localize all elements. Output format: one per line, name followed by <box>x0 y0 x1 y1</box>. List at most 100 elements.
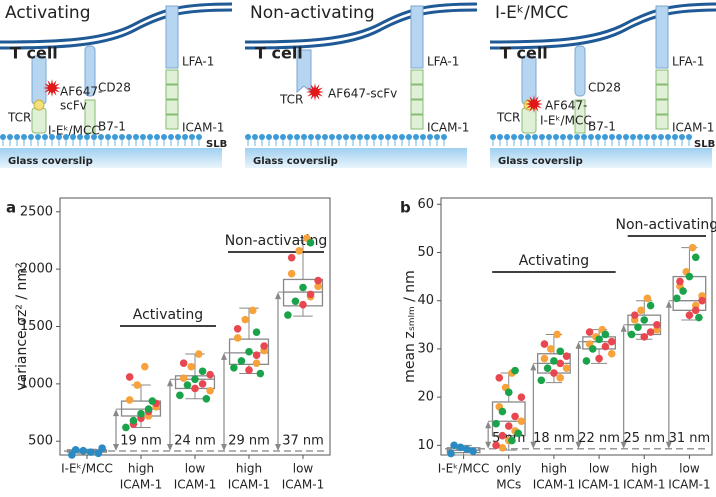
bracket-label: Activating <box>133 307 203 323</box>
y-axis-label: variance σz² / nm² <box>14 262 30 390</box>
lipid-head <box>252 134 258 140</box>
x-tick-label: high <box>541 462 567 476</box>
data-point <box>148 397 157 405</box>
data-point <box>504 422 513 430</box>
schematic-label: AF647- <box>545 99 587 113</box>
lfa-1 <box>410 5 424 69</box>
lfa-1 <box>165 5 179 69</box>
data-point <box>314 282 322 291</box>
fluorophore <box>525 95 543 113</box>
data-point <box>137 409 145 418</box>
lipid-head <box>574 134 580 140</box>
x-tick-label: I-Eᵏ/MCC <box>61 462 113 476</box>
lipid-head <box>21 134 27 140</box>
x-tick-label: I-Eᵏ/MCC <box>438 462 490 476</box>
data-point <box>514 429 523 438</box>
data-point <box>248 306 257 315</box>
shift-label: 24 nm <box>174 433 216 448</box>
schematic-label: LFA-1 <box>427 55 459 69</box>
lipid-head <box>28 134 34 140</box>
data-point <box>233 324 242 333</box>
lipid-head <box>63 134 69 140</box>
data-point <box>582 357 591 365</box>
b7-1 <box>84 99 96 134</box>
lipid-head <box>602 134 608 140</box>
membrane <box>0 8 233 50</box>
membrane <box>489 2 716 44</box>
lipid-head <box>350 134 356 140</box>
lipid-head <box>497 134 503 140</box>
panel-letter: b <box>400 199 411 217</box>
lipid-head <box>14 134 20 140</box>
data-point <box>176 391 184 400</box>
lipid-head <box>378 134 384 140</box>
data-point <box>685 272 694 281</box>
data-point <box>601 330 610 339</box>
data-point <box>695 313 703 322</box>
lipid-head <box>133 134 139 140</box>
arrow-head <box>485 421 492 449</box>
data-point <box>637 306 645 315</box>
data-point <box>595 354 603 363</box>
icam-1 <box>410 99 424 115</box>
schematic-label: Glass coverslip <box>498 156 583 167</box>
data-point <box>607 349 616 358</box>
x-tick-label: ICAM-1 <box>282 478 324 492</box>
data-point <box>245 366 253 374</box>
lipid-head <box>280 134 286 140</box>
data-point <box>241 315 250 324</box>
data-point <box>634 323 642 332</box>
data-point <box>508 436 516 445</box>
membrane <box>244 2 478 44</box>
mhc <box>31 107 47 134</box>
schematic-label: ICAM-1 <box>672 121 714 135</box>
y-tick-label: 50 <box>417 245 434 260</box>
schematic-label: LFA-1 <box>182 55 214 69</box>
data-point <box>237 357 246 365</box>
icam-1 <box>165 114 179 130</box>
data-point <box>299 283 307 292</box>
data-point <box>588 345 597 353</box>
data-point <box>504 388 513 397</box>
schematic-label: CD28 <box>588 81 621 95</box>
peptide <box>33 99 45 111</box>
x-tick-label: only <box>496 462 521 476</box>
data-point <box>688 243 697 252</box>
schematic-label: TCR <box>496 111 520 125</box>
shift-label: 25 nm <box>623 431 665 446</box>
schematic-label: TCR <box>7 111 31 125</box>
data-point <box>287 253 296 262</box>
data-point <box>287 269 296 278</box>
data-point <box>179 359 188 368</box>
lipid-head <box>581 134 587 140</box>
y-tick-label: 10 <box>417 438 434 453</box>
data-point <box>517 417 526 426</box>
lipid-head <box>161 134 167 140</box>
lipid-head <box>119 134 125 140</box>
schematic-label: LFA-1 <box>672 55 704 69</box>
x-tick-label: ICAM-1 <box>228 478 270 492</box>
x-tick-label: MCs <box>496 478 521 492</box>
icam-1 <box>165 84 179 100</box>
lipid-head <box>357 134 363 140</box>
data-point <box>191 375 199 384</box>
data-point <box>646 328 655 336</box>
lipid-head <box>266 134 272 140</box>
data-point <box>679 287 687 295</box>
schematic-label: B7-1 <box>588 120 616 134</box>
glass-coverslip <box>0 148 222 168</box>
data-point <box>543 364 552 373</box>
fluorophore <box>43 79 61 97</box>
lipid-head <box>434 134 440 140</box>
y-tick-label: 2500 <box>20 204 53 219</box>
schematic-label: B7-1 <box>98 120 126 134</box>
data-point <box>125 396 134 404</box>
cell-label: T cell <box>500 44 548 63</box>
lipid-head <box>56 134 62 140</box>
schematic-label: ICAM-1 <box>427 121 469 135</box>
lipid-head <box>399 134 405 140</box>
lipid-head <box>42 134 48 140</box>
lipid-head <box>147 134 153 140</box>
lipid-head <box>84 134 90 140</box>
